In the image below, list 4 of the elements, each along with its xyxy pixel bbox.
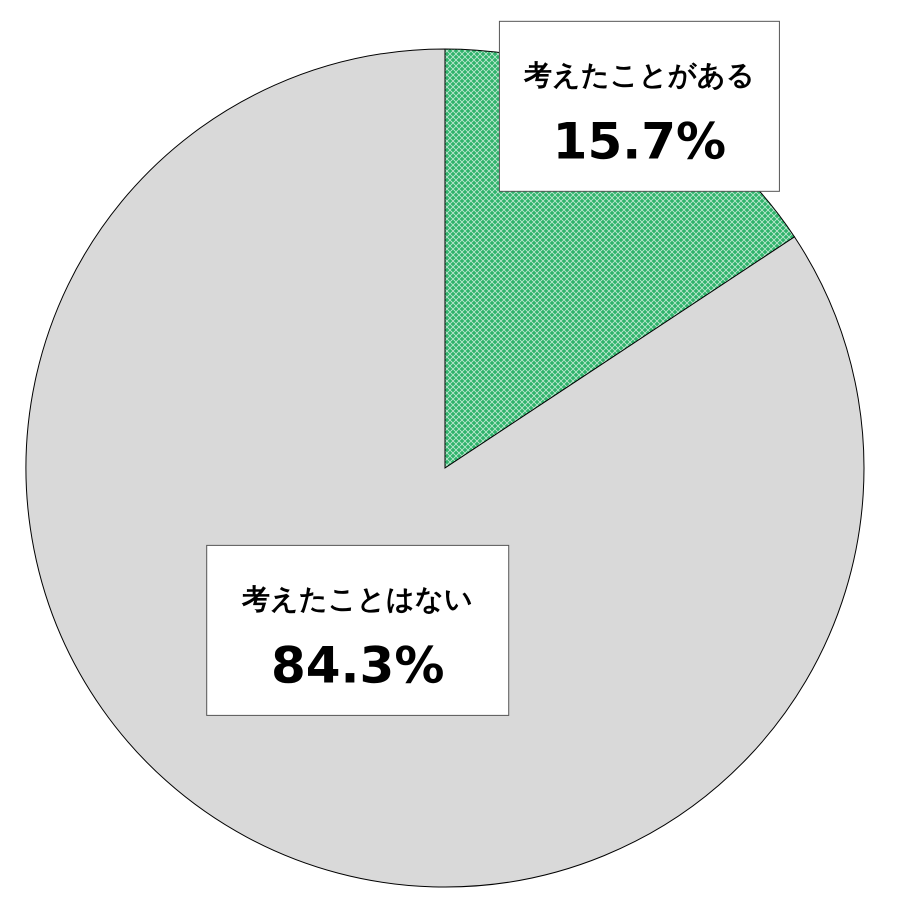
slice-label: 考えたことがある — [522, 58, 755, 92]
data-label: 15.7% — [552, 112, 726, 170]
slice-label: 考えたことはない — [241, 582, 474, 616]
data-label: 84.3% — [270, 636, 444, 694]
